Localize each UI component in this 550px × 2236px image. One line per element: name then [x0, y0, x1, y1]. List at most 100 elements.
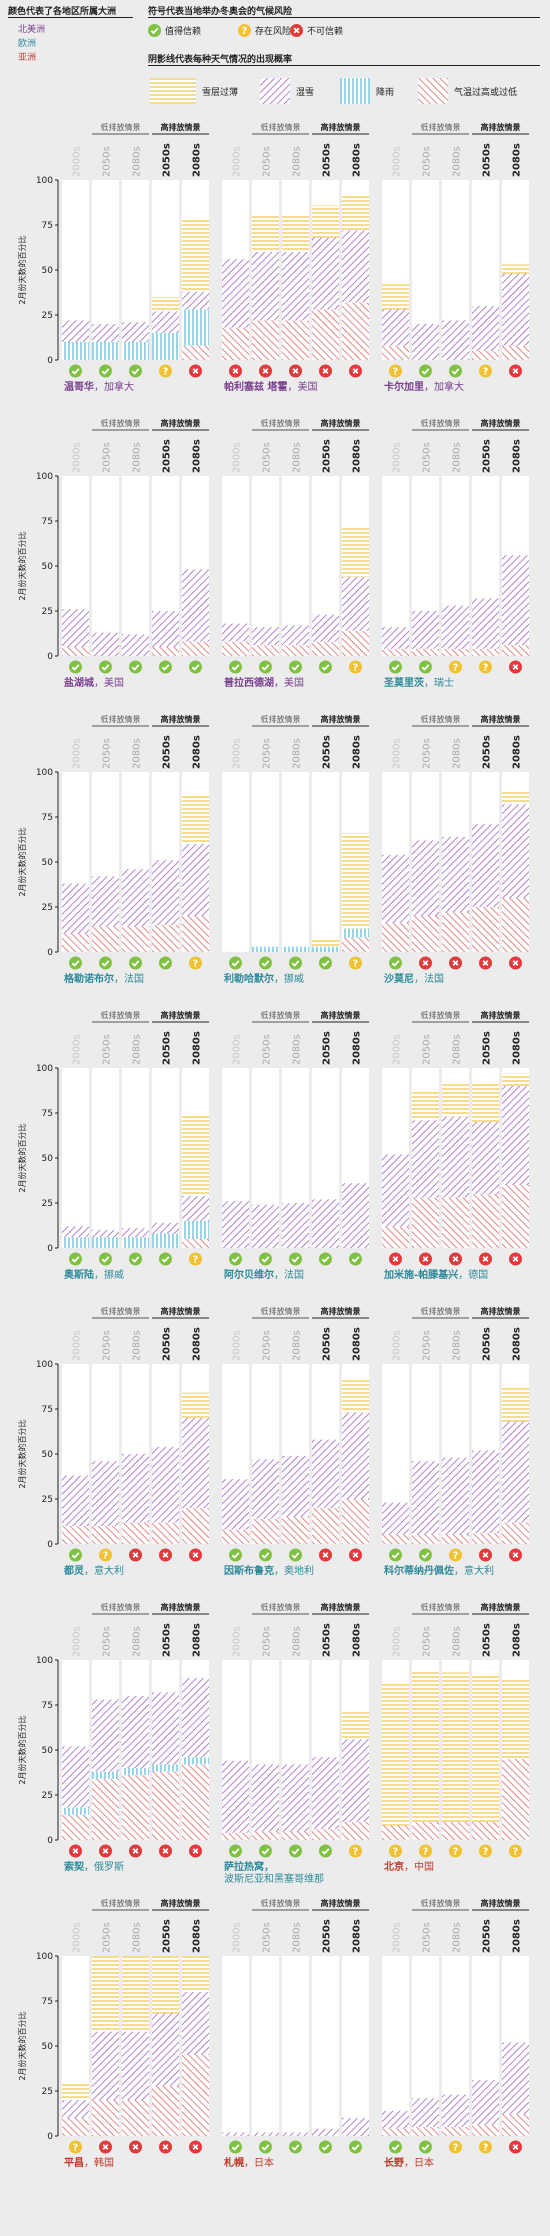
scenario-high-label: 高排放情景 [321, 418, 361, 428]
rain-swatch [340, 78, 370, 104]
bar-segment-wet [62, 883, 89, 934]
bar-segment-warm [182, 2055, 209, 2136]
check-icon [289, 660, 302, 674]
check-mark [291, 1552, 300, 1559]
bar-segment-wet [122, 1228, 149, 1238]
y-tick-label: 0 [47, 1540, 53, 1550]
bar-segment-warm [222, 641, 249, 656]
y-tick-label: 25 [42, 311, 53, 321]
bar-segment-warm [412, 1535, 439, 1544]
bar-segment-warm [92, 926, 119, 952]
decade-label: 2080s [192, 143, 203, 177]
bar-segment-wet [502, 1086, 529, 1185]
decade-label: 2000s [72, 1330, 83, 1361]
check-mark [321, 2144, 330, 2151]
scenario-low-label: 低排放情景 [261, 122, 301, 132]
bar-segment-wet [62, 609, 89, 647]
bar-background [342, 1956, 369, 2136]
scenario-low-label: 低排放情景 [261, 418, 301, 428]
question-icon: ? [349, 956, 362, 970]
bar-segment-snow [62, 2082, 89, 2100]
y-tick-label: 25 [42, 607, 53, 617]
bar-segment-wet [312, 2128, 339, 2136]
question-mark: ? [483, 2143, 489, 2154]
bar-segment-warm [152, 1771, 179, 1840]
x-mark [192, 1552, 199, 1558]
question-mark: ? [483, 1847, 489, 1858]
legend-wet-label: 湿雪 [296, 87, 315, 98]
check-mark [291, 1256, 300, 1263]
city-label: 阿尔贝维尔，法国 [224, 1268, 304, 1281]
question-mark: ? [73, 2143, 79, 2154]
check-icon [449, 364, 462, 378]
y-axis-label: 2月份天数的百分比 [17, 2011, 27, 2080]
bar-segment-wet [222, 259, 249, 328]
risk-icon-circle [349, 1252, 362, 1266]
x-icon [509, 1548, 522, 1562]
bar-segment-wet [342, 2118, 369, 2136]
x-mark [482, 1552, 489, 1558]
city-country: ，德国 [458, 1268, 488, 1281]
city-label: 利勒哈默尔，挪威 [224, 972, 304, 985]
bar-background [62, 1068, 89, 1248]
bar-segment-wet [412, 840, 439, 916]
bar-segment-wet [92, 2031, 119, 2100]
decade-label: 2050s [262, 146, 273, 177]
bar-segment-warm [412, 2127, 439, 2136]
bar-segment-warm [152, 1522, 179, 1544]
bar-segment-warm [122, 1522, 149, 1544]
city-label: 札幌，日本 [223, 2156, 274, 2169]
city-country: ，中国 [404, 1860, 434, 1873]
decade-label: 2000s [392, 1626, 403, 1657]
y-tick-label: 75 [42, 1997, 53, 2007]
decade-label: 2080s [192, 1623, 203, 1657]
check-mark [71, 368, 80, 375]
risk-icon-circle [389, 1844, 402, 1858]
x-icon [449, 956, 462, 970]
check-icon [289, 1252, 302, 1266]
x-mark [512, 1552, 519, 1558]
city-country: ，日本 [244, 2156, 274, 2169]
city-panel: 低排放情景 高排放情景 0 25 50 75 100 2月份天数的百分比 2000s 2050s 2… [17, 714, 209, 985]
city-name: 加米施-帕滕基兴 [383, 1268, 458, 1281]
decade-label: 2080s [192, 1327, 203, 1361]
x-icon [349, 1548, 362, 1562]
y-tick-label: 100 [36, 1360, 53, 1370]
city-label: 都灵，意大利 [63, 1564, 124, 1577]
bar-segment-wet [342, 1183, 369, 1248]
check-icon [289, 1548, 302, 1562]
bar-segment-snow [252, 216, 279, 252]
risk-icon-circle [509, 1844, 522, 1858]
bar-segment-warm [92, 1778, 119, 1840]
risk-icon-circle [349, 956, 362, 970]
bar-segment-snow [502, 264, 529, 274]
decade-label: 2000s [232, 738, 243, 769]
city-country: ，法国 [114, 972, 144, 985]
check-mark [131, 664, 140, 671]
scenario-high-label: 高排放情景 [161, 1306, 201, 1316]
y-tick-label: 0 [47, 1836, 53, 1846]
check-icon [259, 956, 272, 970]
decade-label: 2050s [422, 1034, 433, 1065]
decade-label: 2080s [132, 442, 143, 473]
check-icon [229, 1252, 242, 1266]
bar-segment-warm [282, 1831, 309, 1840]
bar-segment-warm [312, 1508, 339, 1544]
bar-segment-snow [312, 939, 339, 947]
risk-icon-circle [189, 956, 202, 970]
bar-segment-warm [342, 302, 369, 360]
decade-label: 2000s [232, 146, 243, 177]
risk-icon-circle [419, 660, 432, 674]
bar-segment-wet [412, 2098, 439, 2127]
bar-segment-snow [502, 1385, 529, 1422]
risk-icon-circle [259, 2140, 272, 2154]
city-country: ，美国 [94, 676, 124, 689]
check-icon [319, 660, 332, 674]
city-name: 平昌 [64, 2157, 84, 2169]
decade-label: 2080s [132, 1922, 143, 1953]
bar-segment-wet [152, 860, 179, 925]
decade-label: 2080s [132, 1330, 143, 1361]
risk-icon-circle [349, 660, 362, 674]
decade-label: 2080s [292, 146, 303, 177]
question-mark: ? [193, 1255, 199, 1266]
